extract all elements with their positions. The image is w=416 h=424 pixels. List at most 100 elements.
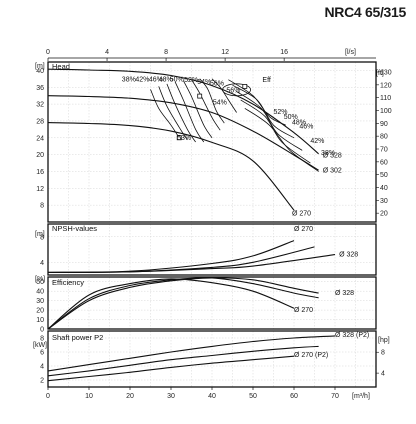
xtick-label-6: 60 xyxy=(290,393,298,400)
iso-right-2 xyxy=(236,91,303,151)
curve-2-1 xyxy=(47,277,319,330)
ft-tick-label-6: 80 xyxy=(380,134,388,141)
efficiency-ytick-1: 10 xyxy=(36,317,44,324)
grid-layer xyxy=(47,62,377,387)
eff-pct-label-12: 50% xyxy=(284,114,298,121)
iso-left-0 xyxy=(150,89,180,139)
curve-0-2 xyxy=(47,122,295,211)
eff-pct-label-6: 54% xyxy=(197,79,211,86)
eff-pct-label-13: 48% xyxy=(292,119,306,126)
efficiency-ytick-5: 50 xyxy=(36,279,44,286)
iso-right-1 xyxy=(232,84,295,139)
npsh-unit: [m] xyxy=(35,231,45,238)
curve-1-1 xyxy=(47,246,315,273)
eff-pct-label-9: 54% xyxy=(213,100,227,107)
npsh-label-d270: Ø 270 xyxy=(294,226,313,233)
xtick-label-1: 10 xyxy=(85,393,93,400)
efficiency-ytick-4: 40 xyxy=(36,289,44,296)
top-axis-unit: [l/s] xyxy=(345,49,356,56)
efficiency-unit: [%] xyxy=(35,276,45,283)
power-ytick-2: 6 xyxy=(40,350,44,357)
eff-pct-label-4: 50% xyxy=(170,76,184,83)
ft-tick-label-10: 120 xyxy=(380,82,392,89)
ft-tick-label-1: 30 xyxy=(380,198,388,205)
eff-marker-0 xyxy=(242,84,248,89)
xtick-label-0: 0 xyxy=(46,393,50,400)
top-tick-label-3: 12 xyxy=(221,49,229,56)
iso-right-4 xyxy=(244,107,319,172)
hp-tick-label-0: 4 xyxy=(381,371,385,378)
xtick-label-5: 50 xyxy=(249,393,257,400)
curve-3-0 xyxy=(47,335,336,372)
head-ytick-0: 8 xyxy=(40,203,44,210)
iso-left-7 xyxy=(211,78,237,113)
head-label-d270: Ø 270 xyxy=(292,210,311,217)
top-tick-label-0: 0 xyxy=(46,49,50,56)
ft-tick-label-8: 100 xyxy=(380,108,392,115)
ft-tick-label-9: 110 xyxy=(380,95,391,102)
head-ytick-8: 40 xyxy=(36,68,44,75)
eff-pct-label-1: 42% xyxy=(135,76,149,83)
eff-pct-label-3: 48% xyxy=(159,76,173,83)
ft-tick-label-5: 70 xyxy=(380,147,388,154)
iso-left-1 xyxy=(158,86,188,141)
curve-2-2 xyxy=(47,278,295,330)
hp-tick-label-1: 8 xyxy=(381,350,385,357)
iso-left-5 xyxy=(191,79,221,131)
iso-left-2 xyxy=(166,83,196,143)
ft-tick-label-2: 40 xyxy=(380,185,388,192)
eff-pct-label-15: 42% xyxy=(310,138,324,145)
curve-2-0 xyxy=(47,277,319,330)
xtick-label-7: 70 xyxy=(331,393,339,400)
efficiency-ytick-0: 0 xyxy=(40,327,44,334)
power-unit-left: [kW] xyxy=(33,342,47,349)
x-axis-unit: [m³/h] xyxy=(352,393,370,400)
eff-pct-label-8: 56% xyxy=(226,88,240,95)
power-ytick-3: 8 xyxy=(40,336,44,343)
head-ytick-3: 20 xyxy=(36,152,44,159)
xtick-label-2: 20 xyxy=(126,393,134,400)
eff-pct-label-7: 56% xyxy=(210,81,224,88)
panel-frame-2 xyxy=(47,276,377,330)
panel-frame-0 xyxy=(47,61,377,223)
efficiency-ytick-2: 20 xyxy=(36,308,44,315)
xtick-label-4: 40 xyxy=(208,393,216,400)
head-label-d328: Ø 328 xyxy=(323,153,342,160)
iso-left-4 xyxy=(182,80,213,139)
power-unit-right: [hp] xyxy=(378,337,390,344)
xtick-label-3: 30 xyxy=(167,393,175,400)
eff-pct-label-16: 38% xyxy=(321,150,335,157)
head-label-d302: Ø 302 xyxy=(323,167,342,174)
ft-tick-label-7: 90 xyxy=(380,121,388,128)
efficiency-label-d270: Ø 270 xyxy=(294,307,313,314)
eff-label: Eff xyxy=(262,77,270,84)
head-ytick-1: 12 xyxy=(36,186,44,193)
ft-tick-label-11: 130 xyxy=(380,70,392,77)
npsh-title: NPSH-values xyxy=(52,224,97,233)
head-title: Head xyxy=(52,62,70,71)
head-ytick-7: 36 xyxy=(36,85,44,92)
curve-3-1 xyxy=(47,345,319,377)
efficiency-label-d328: Ø 328 xyxy=(335,290,354,297)
ft-tick-label-3: 50 xyxy=(380,172,388,179)
power-label-d328: Ø 328 (P2) xyxy=(335,332,369,339)
head-unit-right: [ft] xyxy=(376,70,384,77)
power-ytick-0: 2 xyxy=(40,378,44,385)
power-ytick-1: 4 xyxy=(40,364,44,371)
head-ytick-2: 16 xyxy=(36,169,44,176)
frame-layer xyxy=(47,57,379,390)
eff-pct-label-11: 52% xyxy=(274,109,288,116)
eff-pct-label-5: 52% xyxy=(184,77,198,84)
head-unit-left: [m] xyxy=(35,63,45,70)
iso-left-6 xyxy=(199,78,225,124)
pump-model-title: NRC4 65/315 xyxy=(324,4,406,20)
efficiency-title: Efficiency xyxy=(52,278,84,287)
ft-tick-label-4: 60 xyxy=(380,159,388,166)
curve-0-1 xyxy=(47,95,319,171)
eff-pct-label-2: 46% xyxy=(149,76,163,83)
power-label-d270: Ø 270 (P2) xyxy=(294,352,328,359)
eff-pct-label-0: 38% xyxy=(122,76,136,83)
efficiency-ytick-3: 30 xyxy=(36,298,44,305)
text-layer: 0 4 8 12 16 [l/s]8121620242832364020304050607… xyxy=(33,49,392,400)
npsh-label-d328: Ø 328 xyxy=(339,252,358,259)
